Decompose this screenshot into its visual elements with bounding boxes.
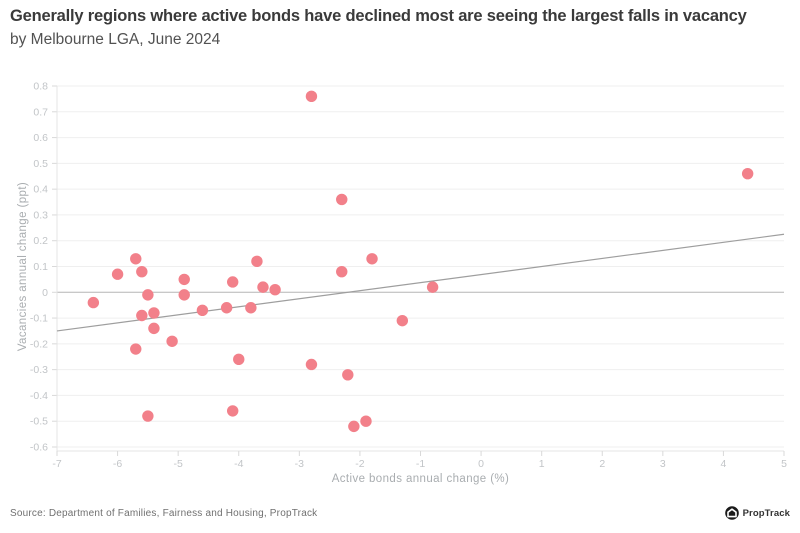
scatter-point [148, 307, 160, 319]
y-tick-label: -0.6 [30, 442, 48, 454]
scatter-point [111, 268, 124, 280]
scatter-point [342, 369, 354, 381]
scatter-point [148, 322, 160, 335]
scatter-point [257, 281, 269, 293]
scatter-point [130, 253, 142, 265]
scatter-point [130, 343, 142, 355]
scatter-point [220, 302, 233, 314]
chart-title: Generally regions where active bonds hav… [10, 7, 747, 25]
proptrack-home-icon [724, 506, 739, 520]
scatter-point [336, 193, 348, 206]
y-tick-label: 0.6 [33, 132, 48, 144]
scatter-point [269, 284, 281, 296]
scatter-point [178, 289, 190, 301]
chart-subtitle: by Melbourne LGA, June 2024 [10, 31, 221, 48]
x-tick-label: -4 [234, 458, 243, 470]
x-tick-label: 5 [781, 458, 787, 470]
y-tick-label: 0.5 [33, 158, 48, 170]
scatter-point [245, 302, 257, 314]
x-tick-label: -1 [416, 458, 425, 470]
y-tick-label: -0.1 [30, 313, 48, 325]
proptrack-logo: PropTrack [724, 506, 790, 520]
x-tick-label: 3 [660, 458, 666, 470]
scatter-point [142, 410, 154, 422]
y-tick-label: 0 [42, 287, 48, 299]
scatter-point [87, 296, 100, 309]
y-tick-label: -0.2 [30, 338, 48, 350]
y-tick-label: 0.2 [33, 235, 48, 247]
y-tick-label: 0.7 [33, 106, 48, 118]
y-tick-label: -0.3 [30, 364, 48, 376]
scatter-point [305, 90, 318, 103]
scatter-point [251, 255, 263, 268]
scatter-point [426, 281, 439, 293]
scatter-point [233, 353, 245, 366]
scatter-point [348, 420, 360, 433]
x-tick-label: 0 [478, 458, 484, 470]
scatter-point [166, 335, 178, 347]
scatter-point [178, 273, 190, 286]
y-tick-label: 0.1 [33, 261, 48, 273]
x-tick-label: 4 [720, 458, 726, 470]
trend-line [56, 233, 785, 332]
x-tick-label: -3 [295, 458, 304, 470]
scatter-point [396, 314, 409, 327]
chart-header: Generally regions where active bonds hav… [10, 6, 792, 49]
scatter-point [196, 304, 209, 317]
x-axis-title: Active bonds annual change (%) [332, 473, 510, 485]
scatter-point [360, 415, 372, 427]
scatter-point [741, 167, 754, 180]
proptrack-logo-text: PropTrack [742, 507, 790, 519]
x-tick-label: -2 [355, 458, 364, 470]
scatter-point [142, 289, 154, 301]
y-tick-label: 0.4 [33, 184, 48, 196]
y-tick-label: -0.5 [30, 416, 48, 428]
x-tick-label: -6 [113, 458, 122, 470]
x-tick-label: 1 [539, 458, 545, 470]
y-tick-label: 0.3 [33, 209, 48, 221]
y-tick-label: -0.4 [30, 390, 48, 402]
scatter-point [305, 358, 318, 371]
scatter-point [226, 405, 239, 417]
x-tick-label: 2 [599, 458, 605, 470]
scatter-point [136, 309, 148, 322]
x-tick-label: -5 [173, 458, 182, 470]
x-tick-label: -7 [52, 458, 61, 470]
scatter-point [336, 265, 348, 278]
y-axis-title: Vacancies annual change (ppt) [17, 182, 29, 351]
source-note: Source: Department of Families, Fairness… [10, 507, 318, 519]
scatter-point [136, 265, 148, 278]
scatter-chart: 0.8 0.7 0.6 0.5 0.4 0.3 0.2 0.1 0 -0.1 -0.2 -0.3 -0.… [17, 81, 787, 486]
scatter-point [226, 276, 239, 288]
scatter-point [366, 253, 378, 265]
chart-footer: Source: Department of Families, Fairness… [0, 506, 800, 520]
y-tick-label: 0.8 [33, 81, 48, 93]
